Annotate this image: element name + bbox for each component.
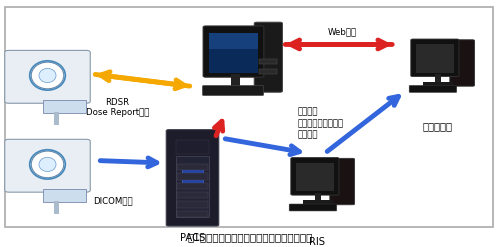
Bar [176,140,209,154]
Text: Web形式: Web形式 [328,28,357,37]
Bar [54,201,59,214]
Text: DICOM画像: DICOM画像 [92,197,132,206]
Bar [209,33,258,49]
Bar [260,69,277,74]
Bar [178,173,208,180]
Text: RIS: RIS [310,237,326,247]
Text: 患者情報
性別・身長・体重・
検査内容: 患者情報 性別・身長・体重・ 検査内容 [298,107,344,140]
Bar [43,100,86,113]
Bar [260,59,277,64]
FancyBboxPatch shape [202,85,264,96]
Bar [182,165,203,185]
Bar [178,201,208,208]
FancyBboxPatch shape [450,40,474,86]
Bar [178,211,208,217]
Ellipse shape [31,62,64,89]
Bar [435,74,442,83]
FancyBboxPatch shape [411,39,459,77]
FancyBboxPatch shape [291,158,339,195]
Text: 電子カルテ: 電子カルテ [422,121,452,131]
Bar [416,44,454,73]
Bar [231,74,240,87]
FancyBboxPatch shape [289,204,337,211]
Text: PACS: PACS [180,233,205,243]
Ellipse shape [39,157,56,171]
FancyBboxPatch shape [409,85,457,92]
FancyBboxPatch shape [330,158,354,205]
Bar [303,200,333,205]
FancyBboxPatch shape [5,7,492,227]
FancyBboxPatch shape [5,50,90,103]
FancyBboxPatch shape [254,22,282,92]
Bar [178,192,208,199]
Bar [178,164,208,170]
Text: RDSR
Dose Report画像: RDSR Dose Report画像 [86,98,149,117]
Text: 図1　当院の被ばく線量管理システム構成図: 図1 当院の被ばく線量管理システム構成図 [188,232,312,242]
Bar [43,189,86,202]
Bar [209,33,258,73]
Bar [54,112,59,125]
Bar [315,193,322,202]
FancyBboxPatch shape [166,130,219,226]
Bar [296,163,334,191]
FancyBboxPatch shape [5,139,90,192]
Bar [178,183,208,189]
FancyBboxPatch shape [203,26,264,77]
Ellipse shape [31,151,64,178]
Bar [176,156,209,217]
Bar [423,82,453,86]
Ellipse shape [39,68,56,82]
